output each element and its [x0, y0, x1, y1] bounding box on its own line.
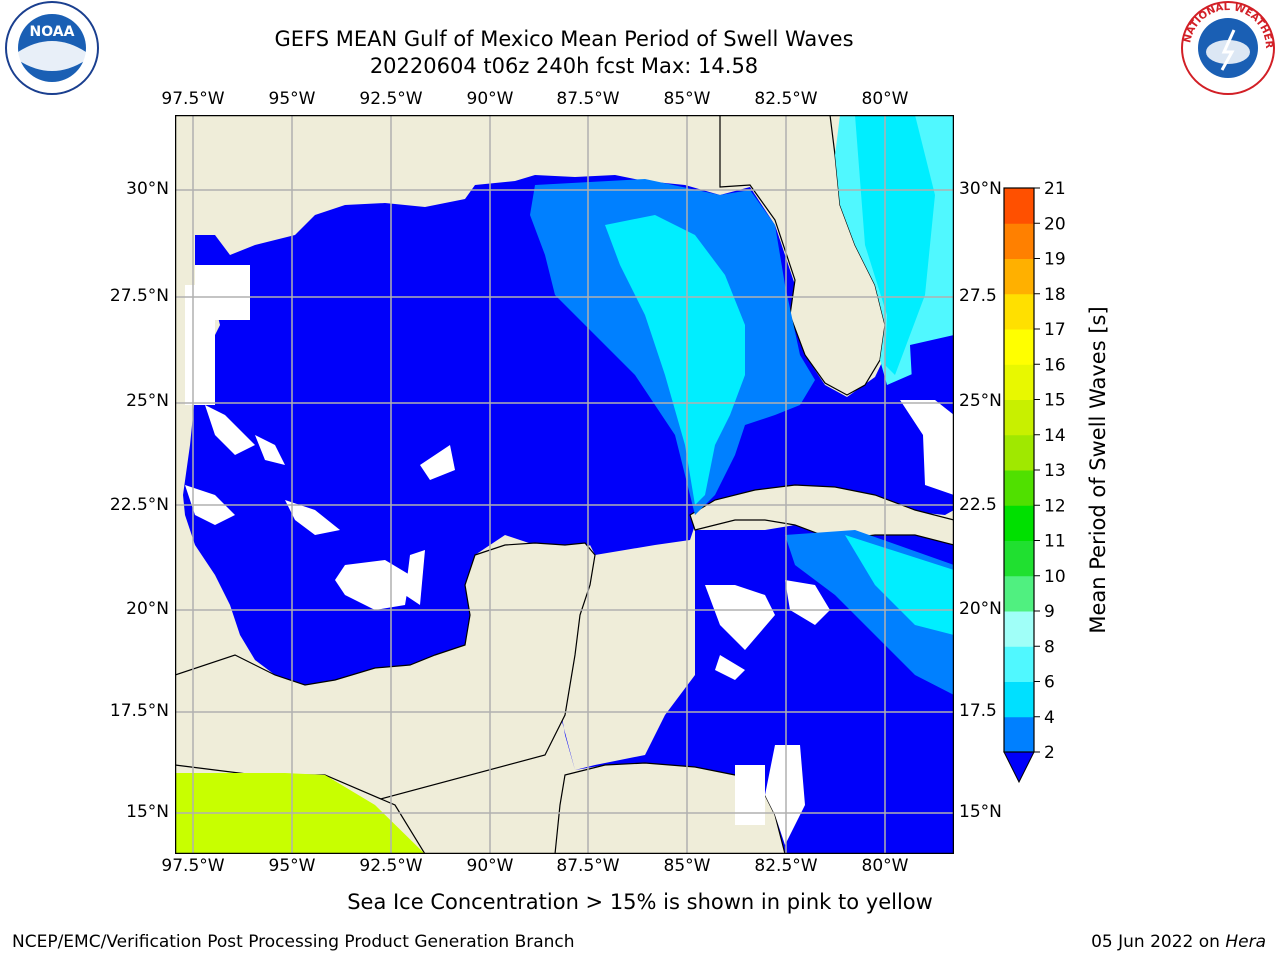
colorbar-tick-label: 21	[1044, 180, 1066, 199]
colorbar-tick-label: 6	[1044, 673, 1055, 693]
lat-tick-left: 22.5°N	[109, 495, 169, 515]
cuba-land	[689, 484, 954, 546]
lat-tick-right: 25°N	[959, 391, 1002, 411]
florida-land	[719, 115, 886, 396]
map-title: GEFS MEAN Gulf of Mexico Mean Period of …	[274, 27, 854, 51]
colorbar-swatch	[1004, 223, 1034, 259]
lat-tick-left: 25°N	[126, 391, 169, 411]
colorbar-swatch	[1004, 540, 1034, 577]
lon-tick-top: 82.5°W	[754, 89, 818, 109]
lon-tick-bot: 85°W	[663, 856, 711, 876]
lon-tick-bot: 80°W	[861, 856, 909, 876]
no-data-patches	[185, 265, 954, 845]
lon-tick-top: 87.5°W	[556, 89, 620, 109]
colorbar-swatch	[1004, 611, 1034, 647]
lon-tick-bot: 92.5°W	[359, 856, 423, 876]
eastern-gulf-swell-6-8	[605, 215, 745, 505]
colorbar-swatch	[1004, 329, 1034, 365]
colorbar-tick-label: 8	[1044, 637, 1055, 657]
colorbar-tick-label: 12	[1044, 496, 1066, 516]
lat-tick-left: 17.5°N	[109, 701, 169, 721]
colorbar-swatch	[1004, 399, 1034, 436]
lat-tick-left: 27.5°N	[109, 286, 169, 306]
noaa-logo: NOAA	[5, 1, 99, 95]
colorbar-swatch	[1004, 575, 1034, 612]
lat-tick-right: 27.5	[959, 286, 997, 306]
colorbar-swatch	[1004, 505, 1034, 541]
footer-date-text: 05 Jun 2022 on	[1091, 932, 1226, 952]
map-frame	[175, 115, 954, 854]
colorbar-tick-label: 19	[1044, 250, 1066, 270]
colorbar-ticks: 2 4 6 8 9 10 11 12 13 14 15 16 17 18 19 20 21	[1034, 180, 1066, 763]
colorbar: 2 4 6 8 9 10 11 12 13 14 15 16 17 18 19 20 21	[1003, 180, 1066, 784]
lat-tick-left: 30°N	[126, 179, 169, 199]
colorbar-tick-label: 10	[1044, 567, 1066, 587]
map-panel	[175, 115, 954, 854]
colorbar-swatch	[1004, 293, 1034, 330]
colorbar-label: Mean Period of Swell Waves [s]	[1086, 306, 1110, 634]
colorbar-swatch	[1004, 646, 1034, 682]
colorbar-swatches	[1004, 188, 1034, 753]
colorbar-tick-label: 15	[1044, 391, 1066, 411]
colorbar-tick-label: 13	[1044, 461, 1066, 481]
colorbar-tick-label: 9	[1044, 602, 1055, 622]
colorbar-swatch	[1004, 188, 1034, 224]
nws-logo: NATIONAL WEATHER SERVICE	[1178, 0, 1275, 95]
lon-tick-top: 85°W	[663, 89, 711, 109]
grid-lines	[175, 115, 954, 854]
colorbar-swatch	[1004, 258, 1034, 295]
map-subtitle: 20220604 t06z 240h fcst Max: 14.58	[369, 54, 759, 78]
lon-tick-top: 95°W	[268, 89, 316, 109]
lat-tick-right: 17.5	[959, 701, 997, 721]
lat-tick-left: 15°N	[126, 802, 169, 822]
atlantic-water-mid	[855, 115, 935, 375]
colorbar-tick-label: 11	[1044, 532, 1066, 552]
colorbar-tick-label: 20	[1044, 214, 1066, 234]
noaa-logo-text: NOAA	[30, 24, 75, 40]
colorbar-tick-label: 18	[1044, 285, 1066, 305]
colorbar-tick-label: 17	[1044, 320, 1066, 340]
colorbar-tick-label: 14	[1044, 426, 1066, 446]
lon-tick-top: 97.5°W	[161, 89, 225, 109]
colorbar-swatch	[1004, 470, 1034, 506]
colorbar-tick-label: 2	[1044, 743, 1055, 763]
colorbar-swatch	[1004, 716, 1034, 753]
lat-tick-right: 20°N	[959, 599, 1002, 619]
colorbar-swatch	[1004, 434, 1034, 471]
lon-tick-top: 80°W	[861, 89, 909, 109]
colorbar-extend-triangle	[1003, 751, 1035, 784]
lon-tick-bot: 90°W	[466, 856, 514, 876]
lon-tick-bot: 87.5°W	[556, 856, 620, 876]
colorbar-swatch	[1004, 681, 1034, 718]
colorbar-swatch	[1004, 364, 1034, 400]
lat-tick-left: 20°N	[126, 599, 169, 619]
lon-tick-bot: 82.5°W	[754, 856, 818, 876]
footer-credit: NCEP/EMC/Verification Post Processing Pr…	[12, 932, 575, 952]
lon-tick-top: 92.5°W	[359, 89, 423, 109]
footer-date: 05 Jun 2022 on Hera	[1091, 932, 1266, 952]
lat-tick-right: 22.5	[959, 495, 997, 515]
colorbar-tick-label: 4	[1044, 708, 1055, 728]
lat-tick-right: 30°N	[959, 179, 1002, 199]
footer-host: Hera	[1225, 932, 1266, 952]
lat-tick-right: 15°N	[959, 802, 1002, 822]
lon-tick-top: 90°W	[466, 89, 514, 109]
colorbar-tick-label: 16	[1044, 355, 1066, 375]
sea-ice-note: Sea Ice Concentration > 15% is shown in …	[347, 890, 933, 914]
lon-tick-bot: 97.5°W	[161, 856, 225, 876]
lon-tick-bot: 95°W	[268, 856, 316, 876]
